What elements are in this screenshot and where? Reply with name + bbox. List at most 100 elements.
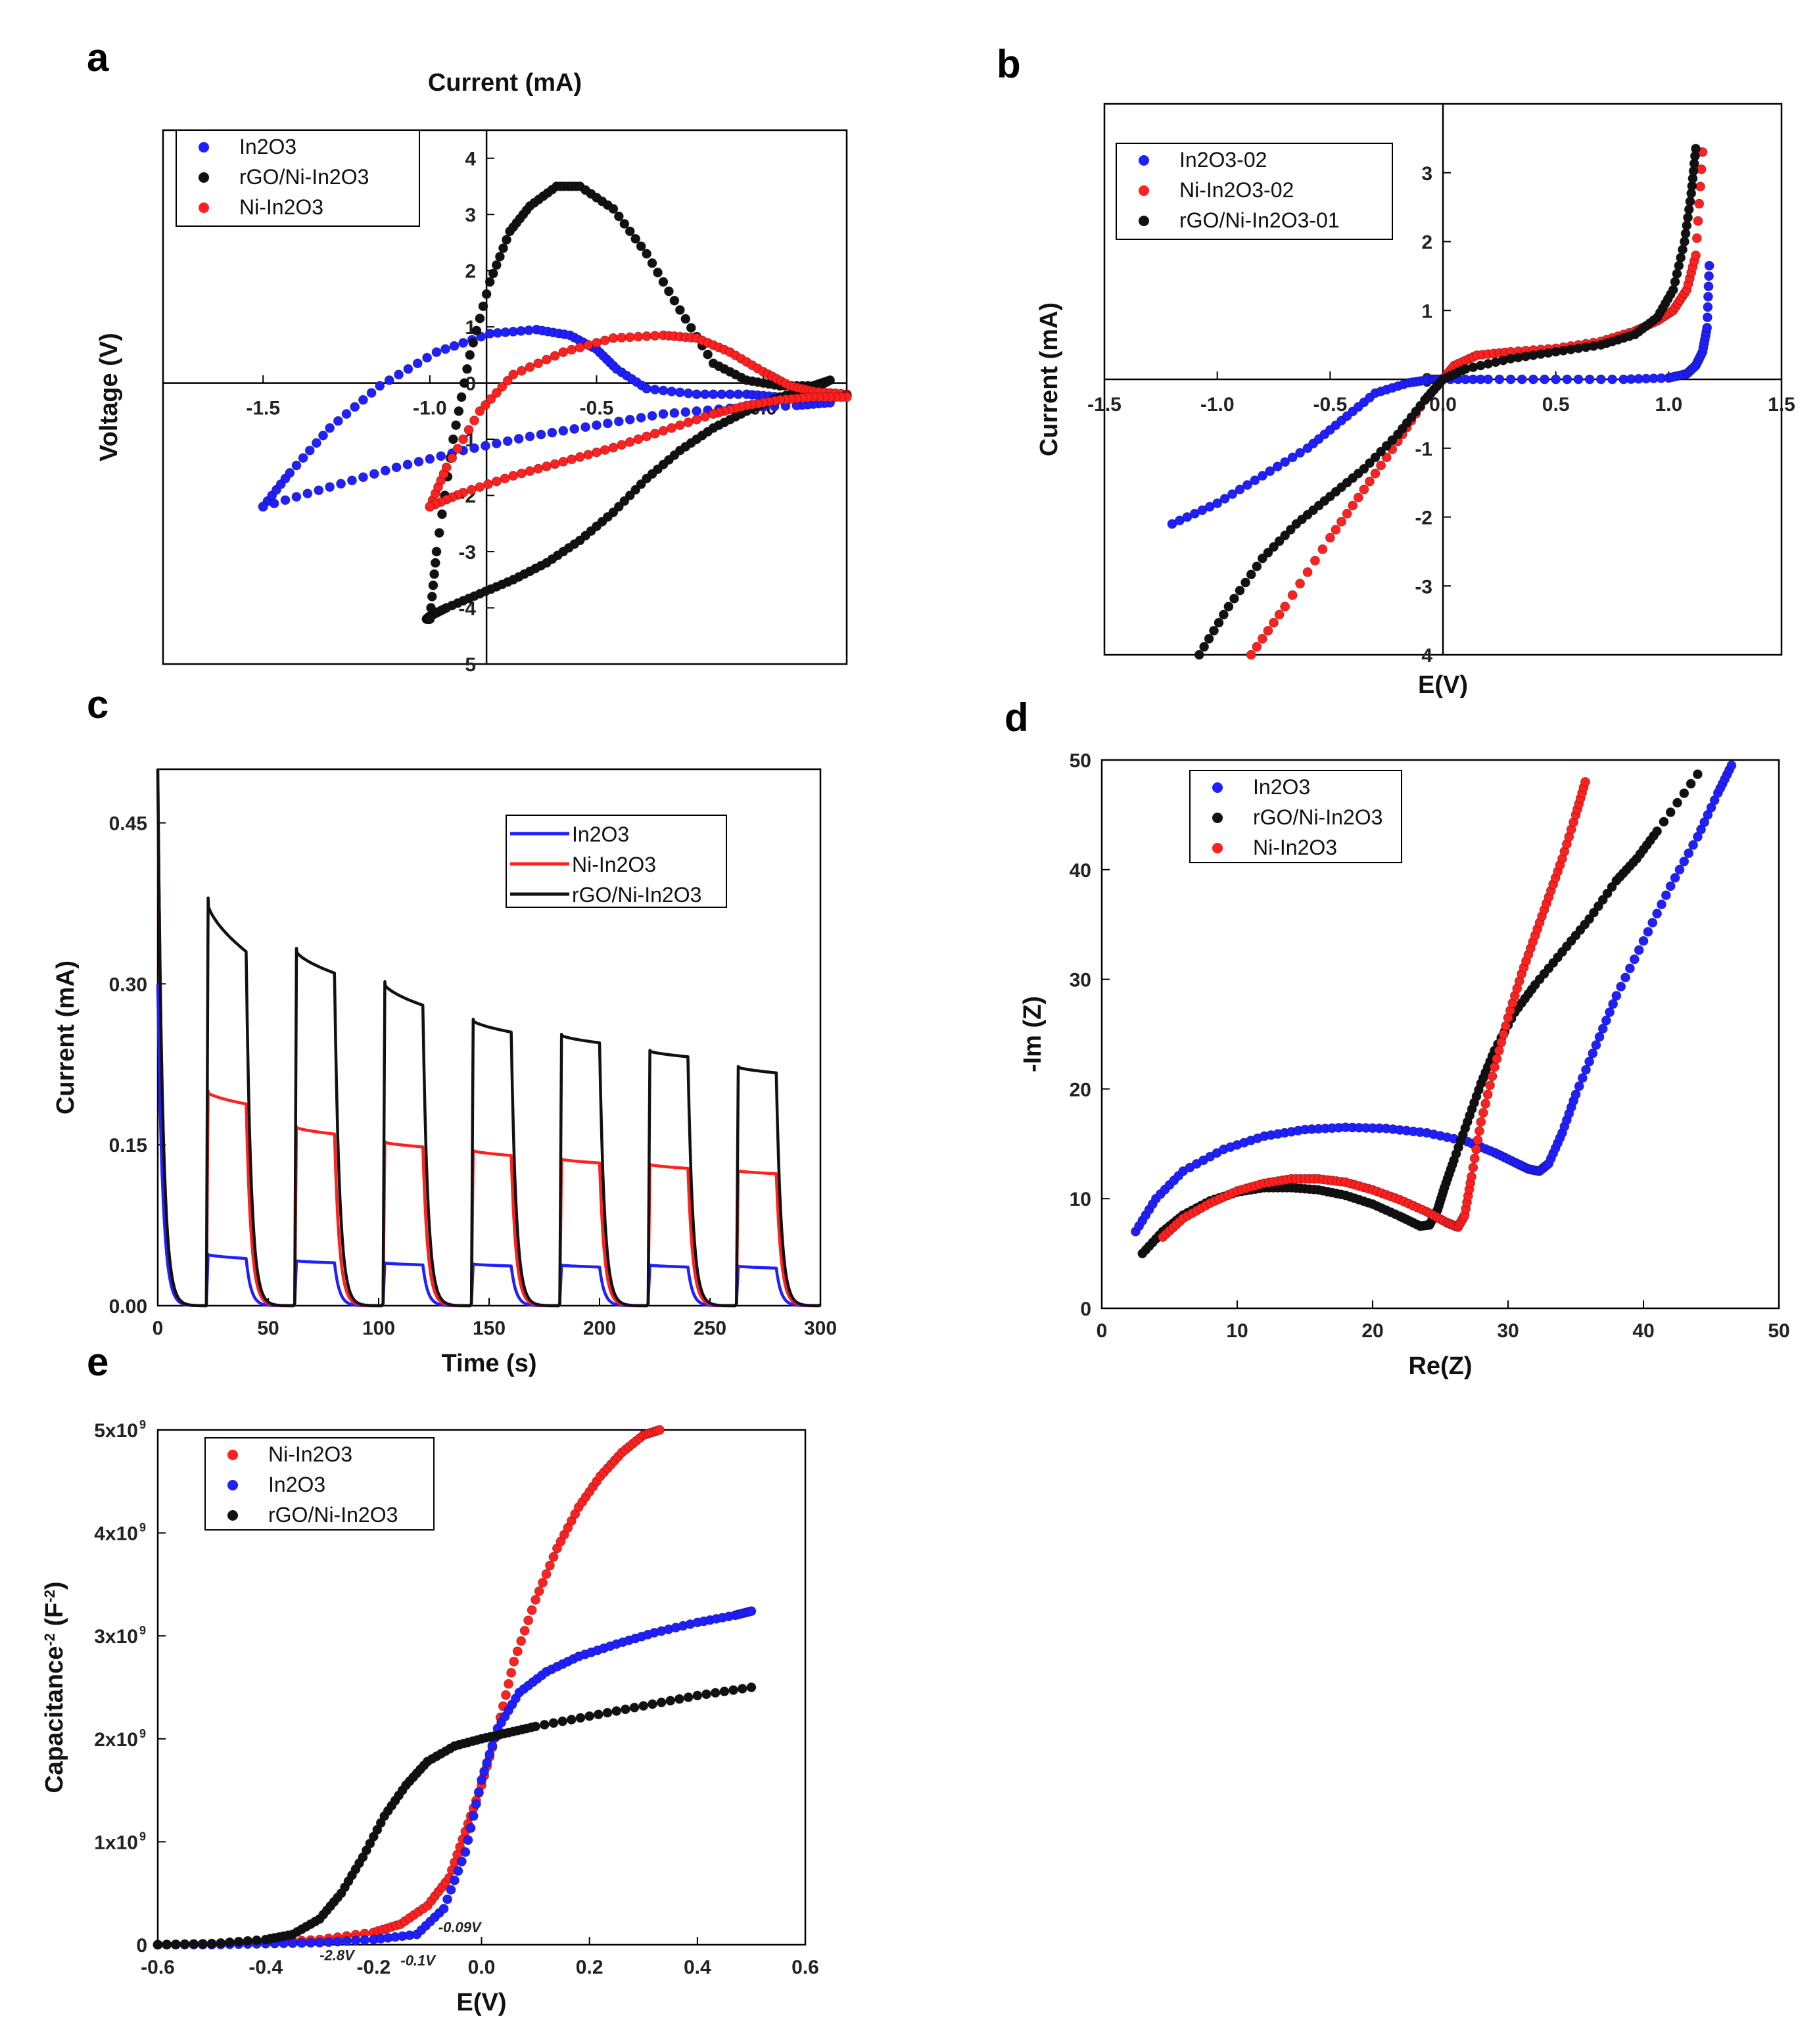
data-point (1505, 374, 1516, 385)
data-point (1726, 760, 1737, 771)
data-point (1588, 1048, 1598, 1058)
panel-d: 0 10 20 30 40 50 0 10 20 30 40 50 In2O3 rGO/Ni-In2O3 N… (1019, 750, 1790, 1380)
data-point (483, 479, 494, 489)
data-point (536, 429, 546, 440)
legend-label: In2O3 (1253, 775, 1310, 799)
data-point (341, 1936, 352, 1947)
data-point (1492, 1054, 1502, 1064)
data-point (625, 490, 635, 501)
data-point (1252, 561, 1262, 572)
data-point (1624, 963, 1635, 974)
data-point (1607, 374, 1617, 385)
y-tick-label: 3 (1421, 163, 1432, 185)
data-point (1494, 374, 1505, 385)
data-point (1571, 1089, 1581, 1100)
data-point (509, 1656, 519, 1667)
data-point (1496, 1037, 1507, 1048)
data-point (1480, 1099, 1491, 1109)
data-point (471, 1799, 481, 1809)
data-point (1376, 446, 1386, 457)
data-point (692, 389, 702, 400)
data-point (592, 447, 602, 458)
x-tick-label: 0 (153, 1318, 164, 1339)
data-point (1483, 374, 1494, 385)
data-point (625, 437, 635, 447)
data-point (1235, 485, 1245, 495)
y-axis-label: Capacitance-2 (F-2) (41, 1581, 68, 1793)
data-point (462, 364, 473, 374)
data-point (608, 204, 619, 214)
series-line-rgo-ni-in2o3 (156, 769, 822, 1308)
legend-swatch (1212, 843, 1223, 853)
data-point (460, 1847, 471, 1857)
data-point (1242, 480, 1252, 490)
data-point (480, 440, 490, 451)
data-point (647, 258, 657, 268)
data-point (619, 218, 630, 229)
data-point (251, 1935, 262, 1945)
data-point (358, 394, 368, 405)
data-point (463, 1835, 473, 1845)
data-point (285, 467, 295, 478)
data-point (1695, 181, 1705, 192)
data-point (1703, 302, 1713, 312)
data-point (1678, 245, 1688, 255)
x-tick-label: 300 (804, 1318, 837, 1339)
data-point (1601, 1015, 1611, 1026)
y-tick-label: 2 (465, 261, 476, 283)
data-point (488, 268, 498, 279)
data-point (1272, 462, 1283, 472)
data-point (1607, 882, 1617, 892)
data-point (1227, 489, 1238, 500)
data-point (636, 241, 646, 252)
data-point (1353, 492, 1363, 503)
data-point (1336, 516, 1346, 527)
data-point (569, 423, 580, 434)
data-point (508, 471, 519, 481)
data-point (469, 416, 479, 426)
data-point (394, 369, 404, 380)
legend-box (176, 130, 420, 227)
data-point (1517, 374, 1527, 385)
data-point (1584, 374, 1595, 385)
data-point (683, 417, 694, 427)
series-in2o3-02 (1167, 260, 1714, 529)
data-point (1257, 471, 1267, 481)
legend-label: In2O3 (572, 822, 629, 846)
data-point (1693, 216, 1703, 226)
data-point (323, 1937, 334, 1947)
data-point (325, 423, 335, 433)
x-tick-label: 0.5 (1542, 394, 1570, 416)
y-axis-label-part: Capacitance (41, 1646, 68, 1794)
data-point (491, 260, 502, 270)
data-point (1376, 460, 1386, 471)
data-point (1679, 856, 1689, 867)
series-rgo-ni-in2o3-01 (1194, 143, 1701, 660)
x-tick-label: -1.5 (1087, 394, 1122, 416)
data-point (1588, 907, 1599, 918)
data-point (1370, 468, 1381, 479)
data-point (1246, 569, 1256, 580)
data-point (674, 1694, 684, 1704)
data-point (550, 350, 560, 361)
series-rgo-ni-in2o3 (1137, 769, 1703, 1259)
x-tick-label: -1.0 (413, 398, 447, 419)
data-point (482, 1757, 492, 1768)
data-point (680, 407, 691, 417)
data-point (592, 337, 602, 348)
data-point (674, 305, 685, 316)
data-point (1638, 936, 1649, 946)
x-tick-label: 0.0 (1429, 394, 1457, 416)
data-point (1370, 452, 1381, 463)
data-point (583, 340, 594, 350)
legend-label: In2O3-02 (1179, 148, 1267, 172)
series-in2o3 (258, 324, 836, 512)
data-point (1359, 485, 1369, 495)
data-point (1704, 271, 1714, 281)
data-point (658, 277, 669, 287)
data-point (710, 1688, 721, 1698)
data-point (708, 409, 719, 419)
data-point (1474, 1126, 1484, 1136)
data-point (538, 1577, 548, 1588)
